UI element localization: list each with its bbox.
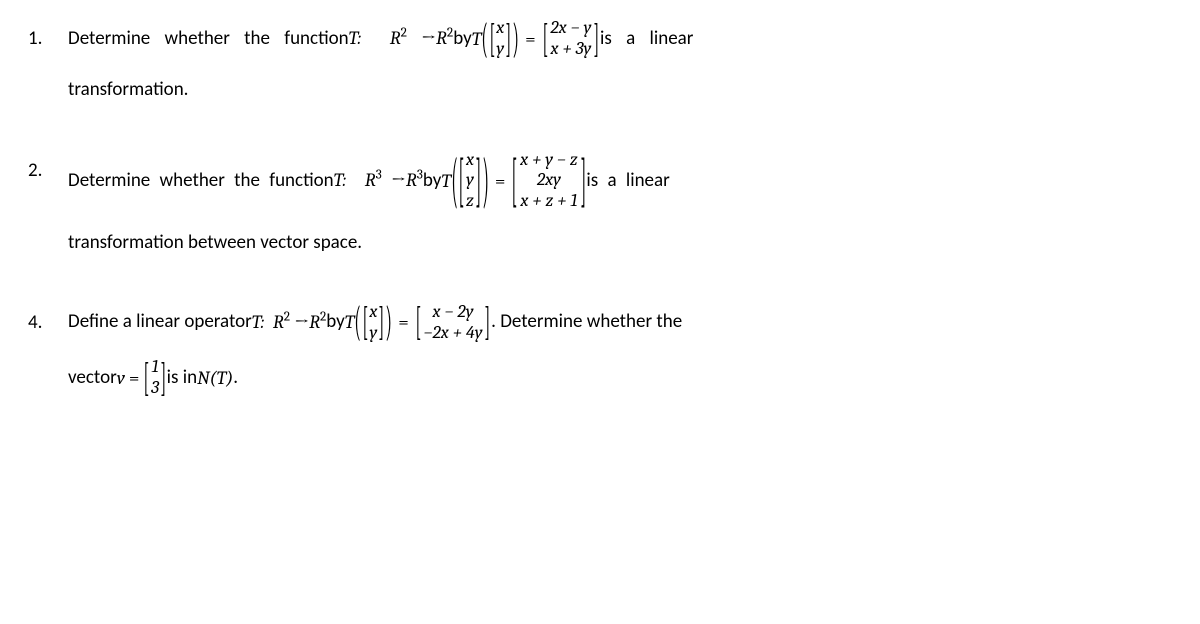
problem-2: 2. Determine whether the function T: R3 … xyxy=(28,150,1152,260)
t-label: T: xyxy=(252,311,265,333)
vec-y: y xyxy=(466,170,474,191)
problem-line-2: transformation. xyxy=(68,73,1152,107)
out-row-0: 2x − y xyxy=(550,18,591,39)
t-output: [ x + y − z 2xy x + z + 1 ] xyxy=(511,150,586,212)
t-args: ( [ x y z ] ) xyxy=(451,150,489,212)
vec-x: x xyxy=(369,302,377,323)
problem-line-1: Define a linear operator T: R2 →R2 by T … xyxy=(68,302,1152,343)
v-row-0: 1 xyxy=(151,357,159,378)
problem-4: 4. Define a linear operator T: R2 →R2 by… xyxy=(28,302,1152,399)
text-vector: vector xyxy=(68,361,117,395)
equals-sign: = xyxy=(129,361,140,395)
problem-1: 1. Determine whether the function T: R2 … xyxy=(28,18,1152,108)
problem-body: Determine whether the function T: R2 →R2… xyxy=(68,18,1152,108)
vec-x: x xyxy=(496,18,504,39)
arrow-icon: → xyxy=(391,169,406,191)
arrow-icon: → xyxy=(421,27,436,49)
out-row-0: x − 2y xyxy=(423,302,482,323)
problem-body: Determine whether the function T: R3 →R3… xyxy=(68,150,1152,260)
problem-line-1: Determine whether the function T: R3 →R3… xyxy=(68,150,1152,212)
period: . xyxy=(233,361,238,395)
vec-z: z xyxy=(466,191,474,212)
out-row-2: x + z + 1 xyxy=(520,191,578,212)
vector-v-value: [ 1 3 ] xyxy=(143,357,166,398)
problem-line-1: Determine whether the function T: R2 →R2… xyxy=(68,18,1152,59)
problem-number: 4. xyxy=(28,302,68,340)
t-label: T: xyxy=(349,27,362,49)
out-row-0: x + y − z xyxy=(520,150,578,171)
out-row-1: x + 3y xyxy=(550,39,591,60)
text-isin: is in xyxy=(167,361,197,395)
text-post: . Determine whether the xyxy=(491,305,682,339)
t-output: [ x − 2y −2x + 4y ] xyxy=(415,302,491,343)
text-by: by xyxy=(326,305,345,339)
text-by: by xyxy=(453,22,472,56)
t-label: T: xyxy=(334,169,347,191)
map-def: T: R3 →R3 xyxy=(334,163,423,198)
t-call: T xyxy=(441,164,451,198)
nullspace-label: N(T) xyxy=(197,361,233,395)
t-output: [ 2x − y x + 3y ] xyxy=(542,18,600,59)
problem-line-2: vector v = [ 1 3 ] is in N(T) . xyxy=(68,357,1152,398)
problem-line-2: transformation between vector space. xyxy=(68,226,1152,260)
text-post: is a linear xyxy=(586,164,669,198)
map-def: T: R2 →R2 xyxy=(349,21,454,56)
arrow-icon: → xyxy=(294,311,309,333)
equals-sign: = xyxy=(525,22,536,56)
out-row-1: 2xy xyxy=(520,170,578,191)
out-row-1: −2x + 4y xyxy=(423,323,482,344)
t-args: ( [ x y ] ) xyxy=(354,302,392,343)
problem-body: Define a linear operator T: R2 →R2 by T … xyxy=(68,302,1152,399)
text-pre: Determine whether the function xyxy=(68,164,334,198)
var-v: v xyxy=(117,361,125,395)
t-call: T xyxy=(345,305,355,339)
vec-x: x xyxy=(466,150,474,171)
text-pre: Determine whether the function xyxy=(68,22,349,56)
problem-number: 2. xyxy=(28,150,68,188)
t-args: ( [ x y ] ) xyxy=(481,18,519,59)
map-def: T: R2 →R2 xyxy=(252,305,327,340)
text-by: by xyxy=(423,164,442,198)
problem-number: 1. xyxy=(28,18,68,56)
equals-sign: = xyxy=(495,164,506,198)
vec-y: y xyxy=(369,323,377,344)
text-post: is a linear xyxy=(600,22,693,56)
text-pre: Define a linear operator xyxy=(68,305,252,339)
equals-sign: = xyxy=(398,305,409,339)
v-row-1: 3 xyxy=(151,378,159,399)
vec-y: y xyxy=(496,39,504,60)
t-call: T xyxy=(472,22,482,56)
